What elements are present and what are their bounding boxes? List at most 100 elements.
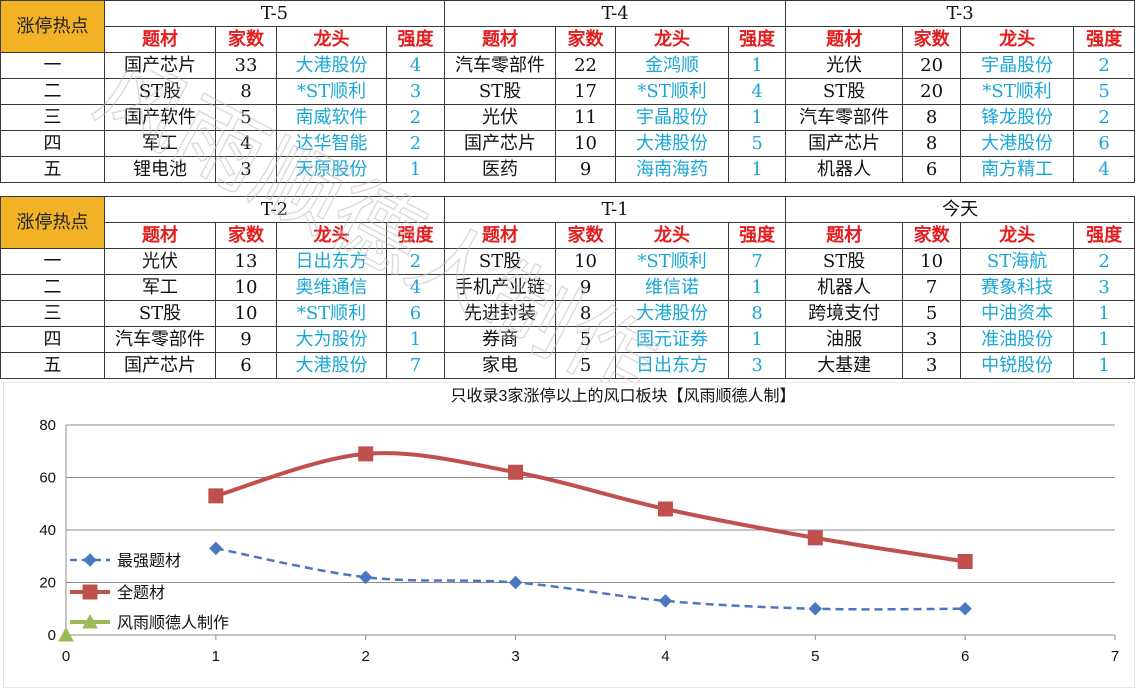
column-header: 题材 <box>444 222 557 249</box>
table-row: 一国产芯片 33 大港股份 4 汽车零部件 22 金鸿顺 1 光伏 20 宇晶股份 2 <box>0 52 1136 79</box>
theme-cell: 医药 <box>444 156 557 183</box>
period-title: T-1 <box>444 196 787 223</box>
rank-cell: 一 <box>0 248 105 275</box>
strength-cell: 3 <box>728 352 787 379</box>
strength-cell: 4 <box>1073 156 1136 183</box>
theme-cell: 国产芯片 <box>104 52 216 79</box>
data-point <box>958 602 972 616</box>
x-tick-label: 5 <box>811 648 819 665</box>
column-header: 龙头 <box>615 222 730 249</box>
leader-cell: 日出东方 <box>615 352 730 379</box>
count-cell: 10 <box>555 130 617 157</box>
data-point <box>209 541 223 556</box>
rank-cell: 四 <box>0 130 105 157</box>
x-tick-label: 2 <box>362 648 370 665</box>
data-point <box>508 464 524 480</box>
count-cell: 20 <box>902 52 962 79</box>
leader-cell: *ST顺利 <box>276 78 387 105</box>
theme-cell: 锂电池 <box>104 156 216 183</box>
count-cell: 7 <box>902 274 962 301</box>
count-cell: 9 <box>215 326 277 353</box>
leader-cell: 大港股份 <box>276 352 387 379</box>
theme-cell: 国产芯片 <box>785 130 904 157</box>
column-header: 龙头 <box>960 222 1075 249</box>
hot-table-bottom: 涨停热点 T-2 T-1 今天 题材 家数 龙头 强度 题材 家数 龙头 强度 题材 家数 龙头 强度一光伏 1… <box>0 196 1140 379</box>
theme-cell: 大基建 <box>785 352 904 379</box>
leader-cell: *ST顺利 <box>960 78 1075 105</box>
theme-cell: ST股 <box>785 78 904 105</box>
legend-label: 风雨顺德人制作 <box>117 614 229 632</box>
series-line <box>215 547 966 611</box>
legend-label: 最强题材 <box>117 552 181 570</box>
leader-cell: 大港股份 <box>615 130 730 157</box>
strength-cell: 5 <box>1073 78 1136 105</box>
strength-cell: 1 <box>728 156 787 183</box>
count-cell: 13 <box>215 248 277 275</box>
period-row: 涨停热点 T-5 T-4 T-3 <box>0 0 1136 53</box>
leader-cell: 大为股份 <box>276 326 387 353</box>
table-row: 四汽车零部件 9 大为股份 1 券商 5 国元证券 1 油服 3 准油股份 1 <box>0 326 1136 353</box>
data-point <box>808 602 822 616</box>
leader-cell: *ST顺利 <box>615 248 730 275</box>
strength-cell: 2 <box>1073 104 1136 131</box>
leader-cell: 大港股份 <box>960 130 1075 157</box>
leader-cell: 奥维通信 <box>276 274 387 301</box>
count-cell: 8 <box>902 130 962 157</box>
column-header: 强度 <box>385 26 446 53</box>
leader-cell: 维信诺 <box>615 274 730 301</box>
table-row: 三 ST股 10 *ST顺利 6 先进封装 8 大港股份 8 跨境支付 5 中油资本 1 <box>0 300 1136 327</box>
data-point <box>58 626 74 642</box>
count-cell: 9 <box>555 274 617 301</box>
column-header: 龙头 <box>276 222 387 249</box>
strength-cell: 1 <box>728 52 787 79</box>
count-cell: 8 <box>555 300 617 327</box>
strength-cell: 4 <box>385 274 446 301</box>
legend-label: 全题材 <box>117 584 165 602</box>
strength-cell: 1 <box>1073 326 1136 353</box>
leader-cell: 国元证券 <box>615 326 730 353</box>
theme-cell: 光伏 <box>104 248 216 275</box>
period-title: T-5 <box>103 0 446 27</box>
data-point <box>807 530 823 546</box>
column-header: 题材 <box>104 222 216 249</box>
column-header: 强度 <box>1073 26 1136 53</box>
series-line <box>215 451 966 564</box>
leader-cell: 中油资本 <box>960 300 1075 327</box>
rank-cell: 五 <box>0 352 105 379</box>
leader-cell: 海南海药 <box>615 156 730 183</box>
legend-marker <box>82 584 98 600</box>
x-tick-label: 4 <box>661 648 669 665</box>
strength-cell: 4 <box>728 78 787 105</box>
hot-table: 涨停热点 T-5 T-4 T-3 题材 家数 龙头 强度 题材 家数 龙头 强度 题材 家数 龙头 强度一国产… <box>0 0 1136 183</box>
leader-cell: 天原股份 <box>276 156 387 183</box>
count-cell: 3 <box>902 326 962 353</box>
strength-cell: 2 <box>385 104 446 131</box>
count-cell: 20 <box>902 78 962 105</box>
data-point <box>358 446 374 462</box>
column-header: 题材 <box>785 26 904 53</box>
hot-table-top: 涨停热点 T-5 T-4 T-3 题材 家数 龙头 强度 题材 家数 龙头 强度 题材 家数 龙头 强度一国产… <box>0 0 1140 183</box>
count-cell: 33 <box>215 52 277 79</box>
column-header: 题材 <box>444 26 557 53</box>
y-tick-label: 40 <box>39 522 56 539</box>
count-cell: 10 <box>902 248 962 275</box>
leader-cell: 宇晶股份 <box>615 104 730 131</box>
theme-cell: 油服 <box>785 326 904 353</box>
count-cell: 5 <box>215 104 277 131</box>
leader-cell: 达华智能 <box>276 130 387 157</box>
legend-marker <box>83 553 97 567</box>
strength-cell: 1 <box>385 156 446 183</box>
count-cell: 6 <box>215 352 277 379</box>
y-tick-label: 80 <box>39 417 56 434</box>
chart-svg: 只收录3家涨停以上的风口板块【风雨顺德人制】 0 20 40 60 80 0 1 2 3 4 5 6 7… <box>2 381 1136 689</box>
strength-cell: 3 <box>385 78 446 105</box>
header-row: 题材 家数 龙头 强度 题材 家数 龙头 强度 题材 家数 龙头 强度 <box>1 26 1136 53</box>
strength-cell: 5 <box>728 130 787 157</box>
hot-label: 涨停热点 <box>0 0 105 53</box>
column-header: 强度 <box>728 26 787 53</box>
theme-cell: 光伏 <box>444 104 557 131</box>
leader-cell: 锋龙股份 <box>960 104 1075 131</box>
period-title: T-3 <box>785 0 1136 27</box>
leader-cell: 大港股份 <box>276 52 387 79</box>
period-title: T-2 <box>103 196 446 223</box>
